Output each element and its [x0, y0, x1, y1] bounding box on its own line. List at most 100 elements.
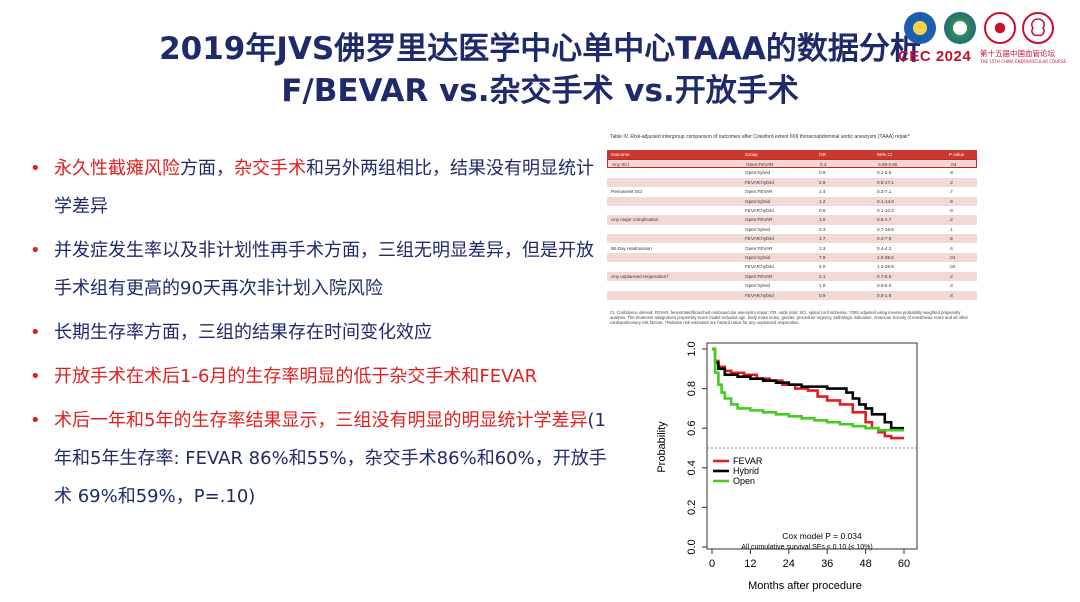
- table-cell: .3: [949, 283, 953, 289]
- table-cell: .9: [949, 208, 953, 213]
- x-tick-label: 36: [821, 558, 833, 570]
- y-tick-label: 0.8: [686, 381, 698, 396]
- bullet-dot-icon: •: [30, 240, 41, 261]
- table-cell: Open:FEVAR: [745, 189, 773, 195]
- outcomes-table: Table IV. Risk-adjusted intergroup compa…: [607, 132, 977, 330]
- table-cell: .6: [949, 245, 953, 251]
- table-cell: .9: [949, 170, 953, 176]
- table-header-cell: OR: [819, 152, 826, 157]
- x-tick-label: 60: [898, 558, 910, 570]
- table-cell: .04: [950, 162, 957, 167]
- table-cell: 1.6-39.6: [877, 255, 894, 260]
- table-cell: Any unplanned reoperation†: [611, 273, 669, 279]
- y-tick-label: 0.2: [686, 500, 698, 515]
- legend-label: Open: [733, 476, 755, 486]
- table-row: 90-Day readmission Open:FEVAR 1.3 0.4-4.2 .6: [607, 244, 977, 253]
- y-tick-label: 0.4: [686, 460, 698, 475]
- table-cell: .8: [949, 292, 953, 298]
- table-cell: .1: [949, 226, 953, 232]
- table-cell: 0.5-1.6: [877, 292, 892, 298]
- table-cell: .2: [949, 217, 953, 223]
- society-logo-3-icon: [984, 12, 1016, 44]
- table-cell: 0.4-4.2: [877, 245, 892, 251]
- table-cell: 0.1-10.2: [877, 208, 894, 213]
- table-cell: 3.3: [819, 226, 826, 232]
- cox-annotation: Cox model P = 0.034: [782, 531, 862, 541]
- society-logo-1-icon: [904, 12, 936, 44]
- bullet-dot-icon: •: [30, 322, 41, 343]
- table-cell: FEVAR:hybrid: [745, 208, 774, 213]
- table-row: FEVAR:hybrid 0.9 0.5-1.6 .8: [607, 290, 977, 300]
- bullet-dot-icon: •: [30, 366, 41, 387]
- table-cell: 0.1-13.6: [877, 198, 894, 204]
- table-header-cell: Group: [745, 152, 758, 157]
- table-cell: 1.8: [819, 283, 826, 289]
- table-cell: 0.1-5.6: [877, 170, 892, 176]
- table-row: FEVAR:hybrid 1.7 0.4-7.9 .5: [607, 234, 977, 244]
- sponsor-logos: CEC 2024 第十五届中国血管论坛 THE 15TH CHINA ENDOV…: [898, 8, 1073, 68]
- table-cell: Open:hybrid: [745, 170, 771, 176]
- table-cell: Open:hybrid: [745, 226, 771, 232]
- table-cell: .7: [949, 189, 953, 195]
- x-tick-label: 12: [744, 558, 756, 570]
- y-tick-label: 0.0: [686, 539, 698, 554]
- table-cell: Open:hybrid: [745, 255, 771, 260]
- table-row: Any SCI Open:FEVAR 0.3 0.09-0.96 .04: [607, 159, 977, 169]
- table-cell: 0.7-16.5: [877, 226, 894, 232]
- title-line-2: F/BEVAR vs.杂交手术 vs.开放手术: [281, 73, 799, 109]
- table-cell: Any major complication: [611, 217, 659, 223]
- table-cell: FEVAR:hybrid: [745, 292, 774, 298]
- series-line-hybrid: [712, 347, 904, 430]
- table-header-cell: P value: [949, 152, 965, 157]
- bullet-dot-icon: •: [30, 158, 41, 179]
- bullet-list: • 永久性截瘫风险方面，杂交手术和另外两组相比，结果没有明显统计学差异 • 并发…: [30, 150, 610, 522]
- table-cell: Permanent SCI: [611, 189, 643, 195]
- x-tick-label: 48: [859, 558, 871, 570]
- table-cell: 1.3-28.9: [877, 264, 894, 270]
- table-cell: 0.8-4.7: [877, 217, 892, 223]
- slide-title: 2019年JVS佛罗里达医学中心单中心TAAA的数据分析 F/BEVAR vs.…: [0, 28, 1080, 112]
- cec-logo-text: CEC 2024: [898, 48, 972, 65]
- table-row: Open:hybrid 1.8 0.6-5.0 .3: [607, 281, 977, 290]
- table-row: Permanent SCI Open:FEVAR 1.4 0.3-7.1 .7: [607, 187, 977, 196]
- bullet-item: • 永久性截瘫风险方面，杂交手术和另外两组相比，结果没有明显统计学差异: [30, 150, 610, 226]
- table-cell: 0.09-0.96: [878, 162, 898, 167]
- table-cell: .2: [949, 273, 953, 279]
- table-cell: 0.3-7.1: [877, 189, 892, 195]
- bullet-item: • 开放手术在术后1-6月的生存率明显的低于杂交手术和FEVAR: [30, 358, 610, 396]
- table-cell: Open:FEVAR: [746, 162, 774, 167]
- table-cell: Open:hybrid: [745, 283, 771, 289]
- table-cell: 7.9: [819, 255, 826, 260]
- table-cell: Open:FEVAR: [745, 273, 773, 279]
- bullet-dot-icon: •: [30, 410, 41, 431]
- table-footnote: CI, Confidence interval; FEVAR, fenestra…: [610, 310, 969, 326]
- table-cell: 1.2: [819, 198, 826, 204]
- table-cell: Open:FEVAR: [745, 217, 773, 223]
- table-cell: 0.9: [819, 170, 826, 176]
- table-cell: Open:FEVAR: [745, 245, 773, 251]
- y-tick-label: 0.6: [686, 421, 698, 436]
- table-header-cell: Outcome: [611, 152, 630, 157]
- table-cell: 90-Day readmission: [611, 245, 652, 251]
- table-row: Open:hybrid 7.9 1.6-39.6 .01: [607, 253, 977, 263]
- table-cell: 0.4-7.9: [877, 236, 892, 242]
- table-row: FEVAR:hybrid 2.9 0.5-17.1 .2: [607, 177, 977, 187]
- title-line-1: 2019年JVS佛罗里达医学中心单中心TAAA的数据分析: [159, 31, 921, 67]
- bullet-item: • 长期生存率方面，三组的结果存在时间变化效应: [30, 314, 610, 352]
- x-tick-label: 24: [783, 558, 795, 570]
- table-cell: .5: [949, 236, 953, 242]
- society-logo-2-icon: [944, 12, 976, 44]
- table-cell: 0.5-17.1: [877, 179, 894, 185]
- table-cell: 0.6-5.0: [877, 283, 892, 289]
- table-cell: 2.9: [819, 179, 826, 185]
- table-caption: Table IV. Risk-adjusted intergroup compa…: [610, 134, 910, 140]
- table-row: Any major complication Open:FEVAR 1.9 0.8-4…: [607, 215, 977, 225]
- table-row: Open:hybrid 1.2 0.1-13.6 .9: [607, 196, 977, 206]
- table-row: Open:hybrid 3.3 0.7-16.5 .1: [607, 225, 977, 234]
- table-cell: .9: [949, 198, 953, 204]
- table-cell: .2: [949, 179, 953, 185]
- table-cell: Any SCI: [612, 162, 629, 167]
- table-cell: Open:hybrid: [745, 198, 771, 204]
- table-cell: 1.4: [819, 189, 826, 195]
